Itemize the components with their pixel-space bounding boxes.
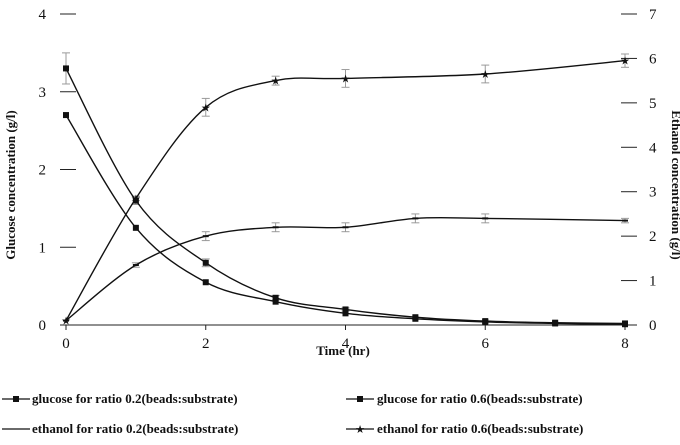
series-0-point <box>202 279 209 286</box>
y-left-tick-label: 1 <box>39 240 47 256</box>
series-3-point: ★ <box>201 102 211 114</box>
legend-label-glucose-0-6: glucose for ratio 0.6(beads:substrate) <box>377 391 583 406</box>
series-3-point: ★ <box>341 73 351 85</box>
series-1-point <box>412 314 419 321</box>
series-0-point <box>132 224 139 231</box>
series-3-line <box>65 60 626 321</box>
y-left-tick-label: 3 <box>39 85 47 101</box>
series-1-point <box>202 259 209 266</box>
series-3-point: ★ <box>480 69 490 81</box>
series-0-point <box>342 310 349 317</box>
legend-label-ethanol-0-2: ethanol for ratio 0.2(beads:substrate) <box>32 421 238 436</box>
y-right-tick-label: 6 <box>649 51 657 67</box>
y-right-tick-label: 3 <box>649 185 657 201</box>
x-tick-label: 8 <box>621 336 629 352</box>
series-1-point <box>342 306 349 313</box>
series-3-point: ★ <box>620 56 630 68</box>
legend-item-ethanol-0-6: ★ ethanol for ratio 0.6(beads:substrate) <box>346 421 583 436</box>
y-right-tick-label: 2 <box>649 229 657 245</box>
y-right-tick-label: 0 <box>649 318 657 334</box>
y-right-tick-label: 4 <box>649 140 657 156</box>
y-left-tick-label: 2 <box>39 163 47 179</box>
series-0-point <box>63 112 69 119</box>
y-axis-right-title: Ethanol concentration (g/l) <box>669 110 680 260</box>
series-1-point <box>482 318 489 325</box>
series-layer <box>65 60 626 325</box>
series-1-line <box>65 68 626 325</box>
x-tick-label: 6 <box>482 336 490 352</box>
legend-marker-glucose-0-2 <box>13 396 19 402</box>
series-1-point <box>552 319 559 326</box>
x-tick-label: 4 <box>342 336 350 352</box>
series-3-point: ★ <box>61 316 71 328</box>
legend-item-ethanol-0-2: ethanol for ratio 0.2(beads:substrate) <box>2 421 238 436</box>
y-left-tick-label: 4 <box>39 7 47 23</box>
legend: glucose for ratio 0.2(beads:substrate) g… <box>2 391 583 436</box>
legend-item-glucose-0-2: glucose for ratio 0.2(beads:substrate) <box>2 391 238 406</box>
series-1-point <box>622 320 628 327</box>
series-2-line <box>65 216 626 322</box>
x-tick-label: 2 <box>202 336 210 352</box>
legend-marker-ethanol-0-6: ★ <box>355 424 365 436</box>
axes-layer: 0 2 4 6 8 0 1 2 3 4 0 1 2 3 4 5 6 7 <box>39 7 658 352</box>
series-1-point <box>132 197 139 204</box>
series-3-point: ★ <box>271 76 281 88</box>
y-right-tick-label: 5 <box>649 96 657 112</box>
legend-item-glucose-0-6: glucose for ratio 0.6(beads:substrate) <box>346 391 583 406</box>
series-1-point <box>272 294 279 301</box>
x-tick-label: 0 <box>62 336 70 352</box>
series-3-point: ★ <box>131 193 141 205</box>
legend-label-ethanol-0-6: ethanol for ratio 0.6(beads:substrate) <box>377 421 583 436</box>
series-3-error-bar <box>621 53 629 68</box>
y-axis-left-title: Glucose concentration (g/l) <box>3 110 18 259</box>
y-left-tick-label: 0 <box>39 318 47 334</box>
legend-marker-glucose-0-6 <box>357 396 363 402</box>
series-1-point <box>63 65 69 72</box>
y-right-tick-label: 7 <box>649 7 657 23</box>
legend-label-glucose-0-2: glucose for ratio 0.2(beads:substrate) <box>32 391 238 406</box>
series-0-point <box>272 298 279 305</box>
y-right-tick-label: 1 <box>649 274 657 290</box>
x-axis-title: Time (hr) <box>316 343 370 358</box>
marker-layer: ★ ★ ★ ★ ★ ★ ★ <box>61 56 630 328</box>
